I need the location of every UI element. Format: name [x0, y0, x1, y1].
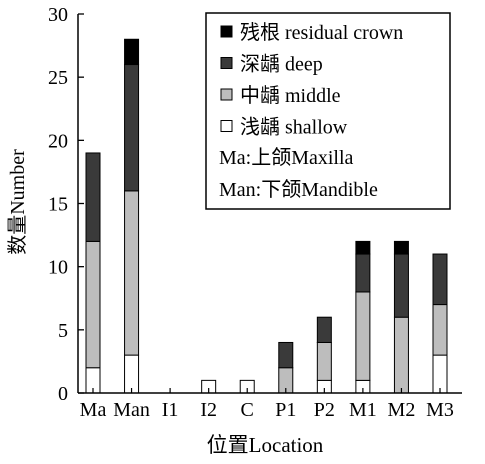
x-tick-label: I1 [162, 399, 179, 421]
x-tick-label: Ma [80, 399, 107, 421]
legend-label: 浅龋 shallow [240, 116, 348, 139]
y-axis-label: 数量Number [6, 149, 29, 255]
legend-swatch [220, 88, 233, 101]
x-tick-label: C [241, 399, 254, 421]
bars [85, 38, 448, 394]
y-tick-label: 30 [48, 4, 68, 26]
legend-note: Ma:上颌Maxilla [219, 146, 354, 169]
y-tick-label: 5 [58, 320, 68, 342]
bar-segment [278, 341, 294, 369]
bar-segment [124, 38, 140, 66]
x-tick-label: M3 [426, 399, 454, 421]
bar-segment [393, 316, 409, 394]
x-tick-label: M2 [388, 399, 416, 421]
x-tick-label: Man [113, 399, 150, 421]
bar-segment [355, 291, 371, 381]
x-tick-label: P2 [314, 399, 335, 421]
y-tick-label: 20 [48, 130, 68, 152]
bar-segment [432, 253, 448, 306]
bar-segment [316, 341, 332, 381]
bar-segment [124, 354, 140, 394]
x-tick-label: M1 [349, 399, 377, 421]
legend-note: Man:下颌Mandible [219, 178, 378, 201]
x-tick-label: P1 [275, 399, 296, 421]
y-tick-label: 15 [48, 194, 68, 216]
bar-segment [355, 253, 371, 293]
legend-label: 深龋 deep [240, 53, 323, 76]
legend-label: 中龋 middle [240, 84, 341, 107]
legend: 残根 residual crown 深龋 deep 中龋 middle 浅龋 shal… [205, 12, 451, 210]
bar-segment [85, 240, 101, 369]
bar-segment [393, 253, 409, 318]
legend-label: 残根 residual crown [240, 21, 403, 44]
x-tick-label: I2 [200, 399, 217, 421]
bar-segment [393, 240, 409, 255]
legend-swatch [220, 57, 233, 69]
legend-swatch [220, 120, 233, 132]
bar-segment [355, 240, 371, 255]
bar-segment [124, 190, 140, 356]
x-axis-ticks: Ma Man I1 I2 C P1 P2 M1 M2 M3 [80, 388, 454, 421]
legend-frame [205, 12, 451, 210]
bar-segment [432, 304, 448, 356]
y-axis-ticks: 0 5 10 15 20 25 30 [48, 4, 84, 405]
y-tick-label: 0 [58, 383, 68, 405]
bar-segment [432, 354, 448, 394]
x-axis-label: 位置Location [207, 433, 324, 457]
bar-segment [316, 316, 332, 343]
legend-swatch [220, 25, 233, 38]
bar-segment [85, 152, 101, 242]
y-tick-label: 25 [48, 67, 68, 89]
y-tick-label: 10 [48, 257, 68, 279]
bar-segment [124, 64, 140, 192]
